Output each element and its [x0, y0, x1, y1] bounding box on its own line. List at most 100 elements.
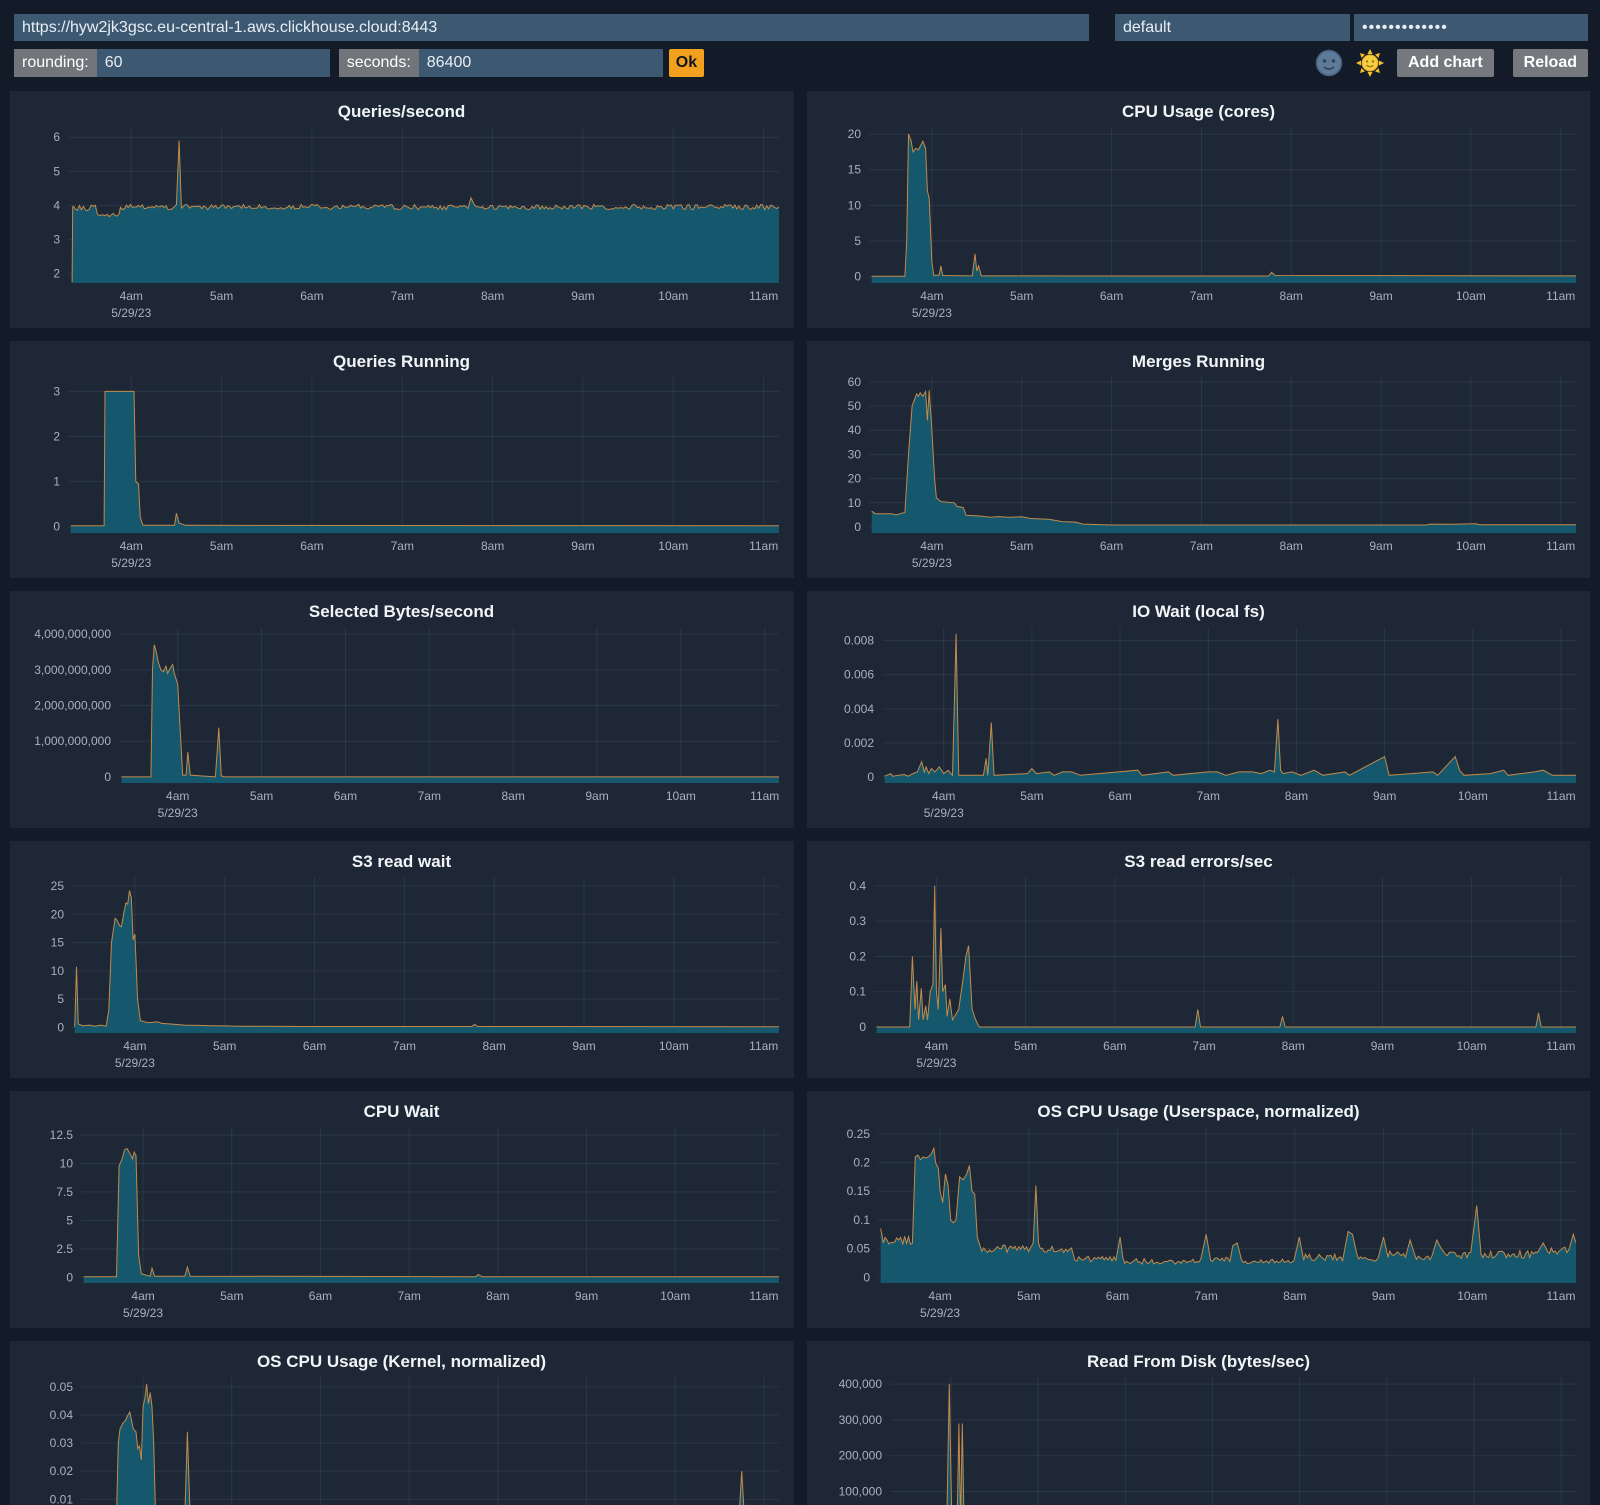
- x-tick-label: 9am: [1369, 539, 1392, 553]
- y-tick-label: 6: [53, 130, 60, 144]
- y-tick-label: 10: [847, 496, 861, 510]
- y-tick-label: 4,000,000,000: [34, 627, 111, 641]
- y-tick-label: 0: [854, 270, 861, 284]
- y-tick-label: 0.3: [849, 914, 866, 928]
- x-tick-label: 4am: [920, 539, 943, 553]
- x-axis-date-label: 5/29/23: [911, 306, 951, 320]
- x-tick-label: 11am: [1546, 289, 1575, 303]
- x-tick-label: 9am: [575, 1289, 598, 1303]
- x-tick-label: 10am: [1455, 289, 1485, 303]
- y-tick-label: 0: [859, 1020, 866, 1034]
- seconds-label: seconds:: [338, 49, 419, 77]
- seconds-input[interactable]: [418, 49, 663, 77]
- rounding-label: rounding:: [14, 49, 97, 77]
- controls-bar: rounding: seconds: Ok: [0, 41, 1600, 77]
- x-axis-date-label: 5/29/23: [115, 1056, 155, 1070]
- light-theme-sun-icon[interactable]: [1355, 49, 1384, 77]
- chart-title: CPU Usage (cores): [1121, 102, 1274, 121]
- x-tick-label: 10am: [666, 789, 696, 803]
- chart-svg-os-cpu-usage-userspace-normalized: 0 0.05 0.1 0.15 0.2 0.25 4am 5/29/23 5am 6am 7am 8a…: [846, 1102, 1576, 1320]
- chart-svg-queries-second: 2 3 4 5 6 4am 5/29/23 5am 6am 7am 8am 9am 10am 11am Qu…: [53, 102, 779, 320]
- y-tick-label: 0.006: [843, 668, 873, 682]
- y-tick-label: 3: [53, 232, 60, 246]
- y-tick-label: 2.5: [56, 1242, 73, 1256]
- y-tick-label: 0: [854, 520, 861, 534]
- add-chart-button[interactable]: Add chart: [1396, 49, 1494, 77]
- x-tick-label: 8am: [501, 789, 524, 803]
- x-tick-label: 5am: [1010, 289, 1033, 303]
- url-input[interactable]: [14, 14, 1089, 41]
- chart-svg-io-wait-local-fs: 0 0.002 0.004 0.006 0.008 4am 5/29/23 5am 6am 7am…: [843, 602, 1576, 820]
- x-tick-label: 7am: [391, 289, 414, 303]
- user-input[interactable]: [1115, 14, 1350, 41]
- x-tick-label: 6am: [1108, 789, 1131, 803]
- x-axis-date-label: 5/29/23: [158, 806, 198, 820]
- y-tick-label: 0.2: [853, 1156, 870, 1170]
- x-tick-label: 5am: [250, 789, 273, 803]
- y-tick-label: 0.25: [846, 1127, 870, 1141]
- y-tick-label: 0.002: [843, 736, 873, 750]
- password-input[interactable]: [1354, 14, 1588, 41]
- y-tick-label: 0.004: [843, 702, 873, 716]
- x-tick-label: 6am: [1103, 1039, 1126, 1053]
- chart-panel-cpu-usage-cores: 0 5 10 15 20 4am 5/29/23 5am 6am 7am 8am 9am 10am 11a…: [806, 91, 1590, 328]
- x-tick-label: 8am: [1279, 289, 1302, 303]
- x-tick-label: 11am: [749, 1289, 778, 1303]
- y-tick-label: 0.02: [50, 1464, 74, 1478]
- x-axis-date-label: 5/29/23: [911, 556, 951, 570]
- y-tick-label: 0.1: [853, 1213, 870, 1227]
- y-tick-label: 3,000,000,000: [34, 663, 111, 677]
- x-tick-label: 9am: [571, 539, 594, 553]
- x-axis-date-label: 5/29/23: [920, 1306, 960, 1320]
- chart-title: Merges Running: [1131, 352, 1264, 371]
- y-tick-label: 10: [847, 198, 861, 212]
- x-tick-label: 7am: [418, 789, 441, 803]
- y-tick-label: 1: [53, 475, 60, 489]
- x-tick-label: 8am: [1283, 1289, 1306, 1303]
- chart-title: Selected Bytes/second: [309, 602, 494, 621]
- chart-panel-queries-second: 2 3 4 5 6 4am 5/29/23 5am 6am 7am 8am 9am 10am 11am Qu…: [10, 91, 794, 328]
- x-tick-label: 11am: [1546, 1039, 1575, 1053]
- x-tick-label: 9am: [1370, 1039, 1393, 1053]
- x-tick-label: 6am: [1099, 289, 1122, 303]
- x-tick-label: 9am: [1371, 1289, 1394, 1303]
- chart-svg-queries-running: 0 1 2 3 4am 5/29/23 5am 6am 7am 8am 9am 10am 11am Que…: [53, 352, 779, 570]
- x-tick-label: 4am: [131, 1289, 154, 1303]
- x-tick-label: 10am: [659, 1039, 689, 1053]
- x-tick-label: 6am: [300, 289, 323, 303]
- dark-theme-moon-icon[interactable]: [1315, 49, 1343, 77]
- y-tick-label: 10: [51, 964, 65, 978]
- y-tick-label: 25: [51, 879, 65, 893]
- x-tick-label: 6am: [300, 539, 323, 553]
- y-tick-label: 0.01: [50, 1492, 74, 1505]
- x-axis-date-label: 5/29/23: [111, 306, 151, 320]
- chart-panel-cpu-wait: 0 2.5 5 7.5 10 12.5 4am 5/29/23 5am 6am 7am 8am 9am 1…: [10, 1091, 794, 1328]
- chart-title: IO Wait (local fs): [1132, 602, 1265, 621]
- chart-panel-os-cpu-usage-kernel-normalized: 00.010.020.030.040.054am5/29/235am6am7am…: [10, 1341, 794, 1505]
- x-tick-label: 7am: [1196, 789, 1219, 803]
- chart-svg-s3-read-errors-sec: 0 0.1 0.2 0.3 0.4 4am 5/29/23 5am 6am 7am 8am 9am 10…: [849, 852, 1576, 1070]
- chart-panel-selected-bytes-second: 0 1,000,000,000 2,000,000,000 3,000,000,000…: [10, 591, 794, 828]
- x-tick-label: 6am: [1099, 539, 1122, 553]
- x-tick-label: 6am: [1105, 1289, 1128, 1303]
- ok-button[interactable]: Ok: [668, 49, 705, 77]
- chart-svg-cpu-wait: 0 2.5 5 7.5 10 12.5 4am 5/29/23 5am 6am 7am 8am 9am 1…: [50, 1102, 779, 1320]
- chart-panel-queries-running: 0 1 2 3 4am 5/29/23 5am 6am 7am 8am 9am 10am 11am Que…: [10, 341, 794, 578]
- rounding-input[interactable]: [96, 49, 330, 77]
- y-tick-label: 2: [53, 266, 60, 280]
- chart-title: OS CPU Usage (Kernel, normalized): [257, 1352, 546, 1371]
- x-tick-label: 11am: [749, 1039, 778, 1053]
- x-tick-label: 4am: [123, 1039, 146, 1053]
- y-tick-label: 60: [847, 375, 861, 389]
- y-tick-label: 2: [53, 430, 60, 444]
- y-tick-label: 20: [847, 472, 861, 486]
- x-tick-label: 11am: [749, 539, 778, 553]
- chart-panel-io-wait-local-fs: 0 0.002 0.004 0.006 0.008 4am 5/29/23 5am 6am 7am…: [806, 591, 1590, 828]
- x-tick-label: 7am: [391, 539, 414, 553]
- y-tick-label: 5: [57, 992, 64, 1006]
- reload-button[interactable]: Reload: [1512, 49, 1588, 77]
- y-tick-label: 50: [847, 399, 861, 413]
- chart-svg-cpu-usage-cores: 0 5 10 15 20 4am 5/29/23 5am 6am 7am 8am 9am 10am 11a…: [847, 102, 1576, 320]
- y-tick-label: 40: [847, 423, 861, 437]
- chart-svg-merges-running: 0 10 20 30 40 50 60 4am 5/29/23 5am 6am 7am 8am 9am 10…: [847, 352, 1576, 570]
